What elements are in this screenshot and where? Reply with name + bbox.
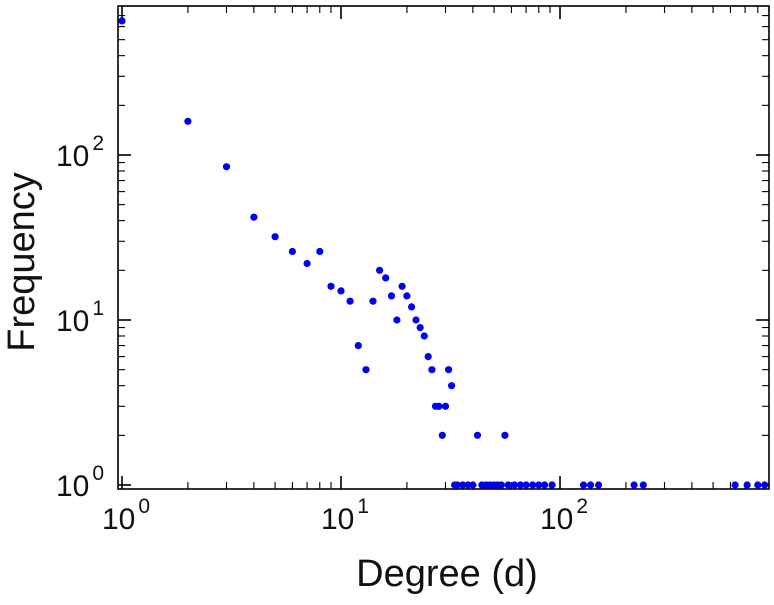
- data-point: [587, 481, 595, 489]
- data-point: [118, 17, 126, 25]
- data-point: [497, 481, 505, 489]
- data-point: [473, 431, 482, 439]
- data-point: [579, 481, 588, 489]
- plot-dynamic-layer: 10 0 10 1 10 2 10 0 10 1 10 2: [56, 5, 770, 536]
- data-point: [316, 247, 324, 256]
- data-point: [445, 366, 453, 374]
- data-point: [441, 402, 450, 410]
- data-point: [504, 481, 512, 489]
- data-point: [510, 481, 519, 489]
- data-point: [271, 233, 279, 241]
- data-point: [731, 481, 739, 489]
- data-point: [428, 366, 436, 374]
- y-tick-label: 10 2: [56, 132, 104, 173]
- data-point: [630, 481, 638, 489]
- data-point: [541, 481, 549, 489]
- data-point: [416, 324, 424, 332]
- data-point: [535, 481, 543, 489]
- data-point: [743, 481, 751, 489]
- data-point: [354, 342, 362, 350]
- data-point: [469, 481, 477, 489]
- data-point: [387, 292, 396, 300]
- data-point: [424, 353, 432, 361]
- data-point: [548, 481, 556, 489]
- data-point: [369, 297, 377, 305]
- data-point: [459, 481, 467, 489]
- data-point: [222, 163, 231, 171]
- y-tick-label: 10 0: [56, 462, 104, 503]
- y-axis-label: Frequency: [1, 172, 43, 352]
- data-point: [184, 117, 192, 125]
- data-point: [516, 481, 525, 489]
- data-point: [412, 316, 420, 324]
- data-point: [250, 213, 258, 221]
- data-point: [420, 332, 428, 340]
- data-point: [408, 303, 416, 311]
- data-point: [522, 481, 530, 489]
- data-point: [327, 282, 335, 290]
- plot-border: [117, 5, 770, 490]
- data-point: [362, 366, 370, 374]
- data-point: [382, 274, 390, 282]
- data-point: [639, 481, 647, 489]
- data-point: [303, 259, 311, 268]
- data-point: [761, 481, 769, 489]
- data-point: [435, 402, 443, 410]
- data-point: [376, 266, 384, 274]
- data-point: [501, 431, 509, 439]
- data-point: [346, 297, 354, 305]
- axis-ticks: [118, 5, 770, 489]
- data-point: [337, 287, 345, 295]
- data-point: [438, 431, 446, 439]
- data-point: [595, 481, 603, 489]
- data-point: [453, 481, 461, 489]
- data-point: [403, 292, 411, 300]
- x-tick-label: 10 2: [540, 495, 588, 536]
- data-point: [529, 481, 537, 489]
- x-axis-label: Degree (d): [356, 553, 538, 595]
- data-point: [393, 316, 401, 324]
- y-tick-label: 10 1: [56, 297, 104, 338]
- data-point: [288, 247, 296, 256]
- data-point: [754, 481, 762, 489]
- data-point: [398, 282, 406, 290]
- data-point: [448, 382, 456, 390]
- x-tick-label: 10 0: [102, 495, 150, 536]
- x-tick-label: 10 1: [321, 495, 369, 536]
